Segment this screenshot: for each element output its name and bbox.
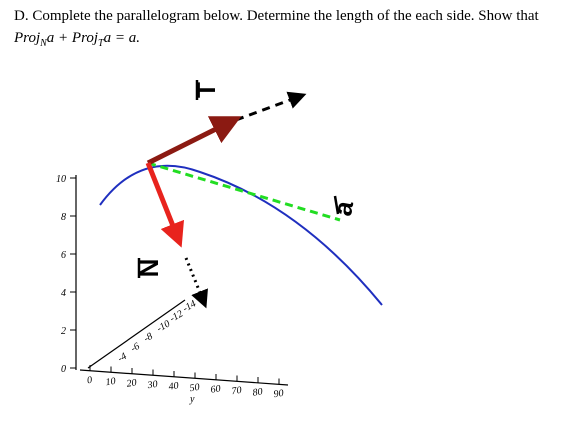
green-dashed — [147, 161, 341, 222]
tick-label: 10 — [105, 376, 116, 388]
t-label: T — [191, 82, 221, 98]
formula-text: a + Proj — [47, 30, 98, 46]
tick-label: 0 — [86, 375, 92, 387]
formula-sub: N — [39, 38, 48, 49]
formula-text: Proj — [13, 30, 40, 46]
formula-text: a = a. — [104, 30, 140, 46]
tick-label: 70 — [231, 385, 242, 397]
tick-label: 10 — [56, 174, 66, 185]
formula-sub: T — [98, 38, 105, 49]
tick-label: 30 — [146, 379, 158, 391]
tick-label: 20 — [126, 377, 137, 389]
tick-label: 40 — [168, 380, 179, 392]
tick-label: 80 — [252, 386, 263, 398]
tick-label: -4 — [116, 351, 129, 365]
tick-label: 2 — [61, 326, 66, 337]
tangent-vector — [146, 116, 242, 166]
axis-label: y — [189, 394, 195, 405]
a-label: a — [327, 198, 359, 218]
formula: ProjNa + ProjTa = a. — [13, 30, 140, 49]
n-label: N — [134, 259, 164, 278]
dotted-extension — [184, 257, 208, 309]
tick-label: -8 — [142, 331, 155, 345]
tick-label: -10 — [155, 318, 172, 334]
a-arrow — [333, 195, 340, 215]
curve — [99, 164, 383, 306]
tick-label: 90 — [273, 388, 284, 400]
dashed-extension — [235, 91, 307, 122]
tick-label: 6 — [61, 250, 66, 261]
normal-vector — [145, 162, 185, 248]
tick-label: 0 — [61, 364, 66, 375]
bottom-axis — [79, 369, 289, 386]
depth-axis — [87, 299, 186, 369]
tick-label: 50 — [189, 382, 200, 394]
tick-label: 60 — [210, 383, 221, 395]
tick-label: -6 — [129, 341, 142, 355]
tick-label: 8 — [61, 212, 66, 223]
tick-label: 4 — [61, 288, 66, 299]
question-line: D. Complete the parallelogram below. Det… — [14, 8, 540, 24]
